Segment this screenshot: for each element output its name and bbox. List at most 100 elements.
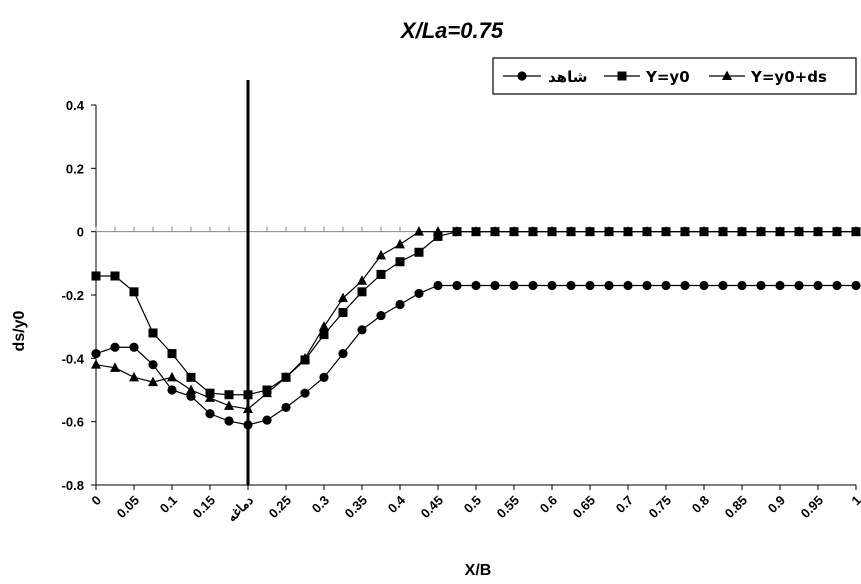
y-tick-label: -0.2 — [62, 288, 84, 303]
x-tick-label: 0.7 — [613, 493, 636, 516]
data-point-triangle — [395, 238, 405, 249]
x-tick-label: 0.5 — [461, 493, 484, 516]
data-point-circle — [110, 342, 120, 352]
x-tick-label: 0.1 — [157, 493, 180, 516]
data-point-triangle — [452, 226, 462, 236]
data-point-triangle — [110, 362, 120, 372]
data-point-square — [148, 328, 158, 338]
data-point-triangle — [91, 359, 101, 369]
x-tick-label: 0.05 — [114, 493, 143, 522]
data-point-circle — [547, 280, 557, 291]
data-point-square — [319, 330, 329, 340]
data-point-triangle — [813, 226, 823, 236]
data-point-circle — [585, 280, 595, 291]
data-point-triangle — [642, 226, 652, 236]
legend: شاهد Y=y0 Y=y0+ds — [492, 57, 857, 95]
data-point-triangle — [414, 226, 424, 236]
data-point-square — [338, 307, 348, 317]
legend-label: Y=y0 — [645, 68, 690, 86]
data-point-triangle — [433, 226, 443, 236]
data-point-square — [357, 287, 367, 297]
data-point-triangle — [509, 226, 519, 236]
x-tick-label: 0.8 — [689, 493, 712, 516]
data-point-circle — [851, 280, 861, 291]
data-point-triangle — [490, 226, 500, 236]
data-point-square — [224, 390, 234, 400]
x-tick-label: 0.45 — [418, 493, 447, 522]
data-point-triangle — [338, 292, 348, 303]
data-point-triangle — [262, 387, 272, 398]
x-tick-label: 0 — [88, 493, 104, 509]
data-point-triangle — [167, 371, 177, 382]
data-point-circle — [642, 280, 652, 291]
data-point-circle — [205, 409, 215, 419]
data-point-circle — [699, 280, 709, 291]
y-tick-label: -0.4 — [62, 351, 85, 366]
data-point-circle — [832, 280, 842, 291]
data-point-triangle — [722, 70, 732, 80]
data-point-triangle — [547, 226, 557, 236]
x-tick-label: 0.55 — [494, 493, 523, 522]
data-point-circle — [680, 280, 690, 291]
data-point-triangle — [357, 275, 367, 285]
data-point-circle — [186, 391, 196, 401]
x-tick-label: 0.35 — [342, 493, 371, 522]
data-point-triangle — [718, 226, 728, 236]
data-point-circle — [395, 299, 405, 310]
data-point-circle — [490, 280, 500, 291]
x-tick-label: 0.9 — [765, 493, 788, 516]
data-point-circle — [91, 348, 101, 359]
data-point-square — [395, 257, 405, 267]
data-point-circle — [300, 388, 310, 398]
x-tick-label: 0.4 — [385, 492, 409, 516]
x-tick-label: 0.15 — [190, 493, 219, 522]
data-point-triangle — [794, 226, 804, 236]
data-point-square — [186, 372, 196, 382]
data-point-triangle — [737, 226, 747, 236]
series-line-triangle — [95, 231, 856, 410]
data-point-triangle — [281, 371, 291, 382]
data-point-circle — [623, 280, 633, 291]
data-point-circle — [737, 280, 747, 291]
data-point-triangle — [851, 226, 861, 236]
data-point-triangle — [566, 226, 576, 236]
data-point-triangle — [319, 321, 329, 331]
data-point-triangle — [224, 400, 234, 410]
data-point-circle — [452, 280, 462, 291]
legend-box — [492, 57, 857, 95]
legend-label: Y=y0+ds — [750, 68, 827, 86]
data-point-square — [617, 71, 627, 81]
series-line-circle — [95, 284, 856, 426]
chart-title: X/La=0.75 — [399, 18, 504, 43]
y-tick-label: 0.4 — [66, 98, 85, 113]
data-point-triangle — [775, 226, 785, 236]
x-tick-label: دماغه — [224, 492, 256, 524]
x-tick-label: 0.75 — [646, 493, 675, 522]
data-point-triangle — [243, 403, 253, 413]
data-point-circle — [338, 348, 348, 359]
data-point-circle — [281, 402, 291, 413]
data-point-circle — [376, 310, 386, 321]
y-tick-label: -0.6 — [62, 415, 84, 430]
data-point-triangle — [471, 226, 481, 236]
data-point-circle — [509, 280, 519, 291]
x-tick-label: 0.65 — [570, 493, 599, 522]
data-point-triangle — [129, 371, 139, 382]
data-point-circle — [794, 280, 804, 291]
data-point-triangle — [604, 226, 614, 236]
data-point-triangle — [186, 384, 196, 394]
data-point-circle — [148, 360, 158, 370]
data-point-square — [167, 349, 177, 359]
data-point-circle — [262, 415, 272, 425]
data-point-square — [433, 231, 443, 241]
data-point-circle — [433, 280, 443, 291]
data-point-square — [129, 287, 139, 297]
x-tick-label: 0.85 — [722, 493, 751, 522]
data-point-triangle — [528, 226, 538, 236]
data-point-triangle — [376, 249, 386, 260]
data-point-circle — [517, 71, 527, 81]
data-point-circle — [357, 325, 367, 335]
x-tick-label: 0.25 — [266, 493, 295, 522]
data-point-circle — [813, 280, 823, 291]
